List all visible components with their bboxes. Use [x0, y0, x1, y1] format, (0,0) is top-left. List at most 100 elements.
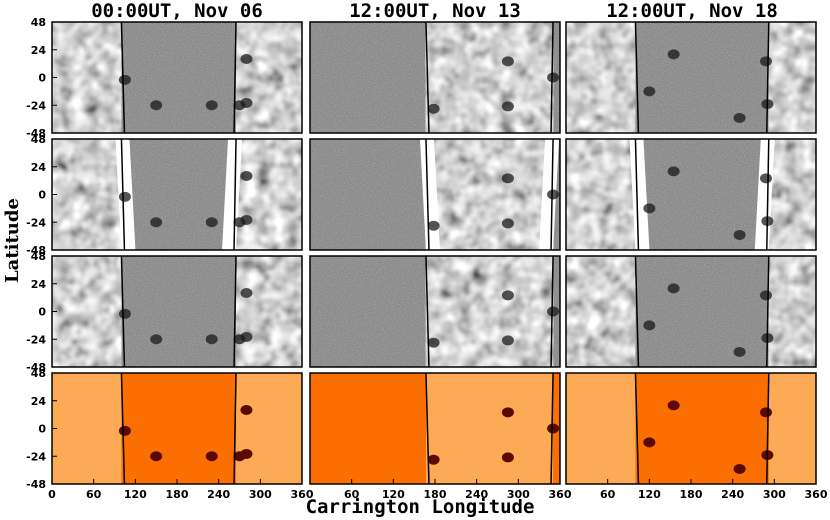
helioseismic-patch — [425, 22, 554, 133]
panel-frame — [309, 21, 561, 134]
column-title-1: 00:00UT, Nov 06 — [91, 0, 263, 22]
helioseismic-patch-right — [236, 256, 302, 367]
y-tick-label: 24 — [31, 278, 47, 291]
active-region-3 — [427, 103, 440, 114]
data-gap-left — [629, 139, 650, 250]
boundary-line-right — [766, 256, 770, 367]
x-tick-label: 60 — [600, 488, 616, 501]
y-tick-label: 48 — [31, 16, 46, 29]
y-tick-label: -24 — [26, 333, 46, 346]
panel-frame — [565, 255, 817, 368]
active-region-4 — [547, 72, 560, 83]
active-region-4 — [118, 191, 131, 202]
boundary-line-left — [634, 22, 640, 133]
x-tick-label: 240 — [465, 488, 488, 501]
panel-r2-c2 — [309, 138, 561, 251]
x-tick-label: 360 — [549, 488, 572, 501]
helioseismic-patch-right — [236, 139, 302, 250]
active-region-4 — [667, 49, 680, 60]
panel-r4-c2: 60 120 180 240 300 360 — [309, 372, 572, 501]
active-region-4 — [667, 166, 680, 177]
y-tick-label: 24 — [31, 161, 47, 174]
helioseismic-patch-left — [52, 139, 122, 250]
active-region-3 — [233, 217, 246, 228]
boundary-line-left — [425, 256, 430, 367]
active-region-6 — [205, 451, 218, 462]
active-region-2 — [501, 335, 514, 346]
panel-r1-c3 — [565, 21, 817, 134]
active-region-5 — [150, 451, 163, 462]
boundary-line-right — [233, 256, 237, 367]
panel-r1-c2 — [309, 21, 561, 134]
active-region-1 — [760, 290, 772, 301]
active-region-5 — [733, 346, 746, 357]
farside-patch-left — [52, 373, 122, 484]
active-region-3 — [427, 337, 440, 348]
x-axis-label: Carrington Longitude — [305, 496, 535, 518]
farside-patch-right — [236, 373, 302, 484]
boundary-line-left — [120, 373, 126, 484]
y-tick-label: 48 — [31, 133, 46, 146]
y-tick-label: 48 — [31, 250, 46, 263]
active-region-1 — [760, 173, 772, 184]
active-region-5 — [733, 229, 746, 240]
active-region-3 — [427, 454, 440, 465]
boundary-line-right — [233, 22, 237, 133]
panel-frame — [309, 138, 561, 251]
active-region-6 — [205, 217, 218, 228]
helioseismic-patch-left — [566, 256, 636, 367]
active-region-3 — [643, 203, 656, 214]
column-title-3: 12:00UT, Nov 18 — [606, 0, 778, 22]
boundary-line-left — [120, 139, 126, 250]
y-tick-label: 0 — [38, 189, 46, 202]
helioseismic-patch-left — [566, 139, 636, 250]
column-title-2: 12:00UT, Nov 13 — [349, 0, 521, 22]
boundary-line-left — [120, 22, 126, 133]
y-tick-label: -24 — [26, 450, 46, 463]
boundary-line-left — [120, 256, 126, 367]
boundary-line-right — [766, 22, 770, 133]
active-region-4 — [118, 308, 131, 319]
active-region-3 — [233, 100, 246, 111]
boundary-line-right — [766, 373, 770, 484]
x-tick-label: 360 — [805, 488, 828, 501]
active-region-1 — [240, 405, 253, 415]
y-tick-label: -24 — [26, 216, 46, 229]
boundary-line-right — [550, 373, 554, 484]
active-region-2 — [501, 218, 514, 229]
farside-patch-left — [566, 373, 636, 484]
y-tick-label: -48 — [26, 244, 46, 257]
active-region-4 — [667, 400, 680, 411]
y-tick-label: -48 — [26, 361, 46, 374]
x-tick-label: 300 — [249, 488, 272, 501]
panel-r1-c1: 48 24 0 -24 -48 — [26, 16, 303, 140]
active-region-4 — [667, 283, 680, 294]
active-region-1 — [501, 173, 514, 184]
panel-frame — [309, 255, 561, 368]
x-tick-label: 60 — [86, 488, 102, 501]
x-tick-label: 60 — [344, 488, 360, 501]
helioseismic-patch-left — [52, 256, 122, 367]
active-region-6 — [205, 334, 218, 345]
active-region-3 — [643, 437, 656, 448]
farside-patch-right — [768, 373, 816, 484]
active-region-2 — [501, 452, 514, 463]
panel-r3-c3 — [565, 255, 817, 368]
y-tick-label: -48 — [26, 478, 46, 491]
active-region-2 — [501, 101, 514, 112]
x-tick-label: 180 — [680, 488, 703, 501]
x-tick-label: 240 — [207, 488, 230, 501]
boundary-line-right — [550, 256, 554, 367]
x-tick-label: 300 — [507, 488, 530, 501]
active-region-3 — [643, 86, 656, 97]
active-region-3 — [233, 334, 246, 345]
x-tick-label: 300 — [763, 488, 786, 501]
helioseismic-patch-left — [52, 22, 122, 133]
helioseismic-patch-left — [566, 22, 636, 133]
boundary-line-left — [634, 139, 640, 250]
active-region-1 — [760, 56, 772, 67]
helioseismic-patch — [425, 139, 554, 250]
active-region-3 — [643, 320, 656, 331]
